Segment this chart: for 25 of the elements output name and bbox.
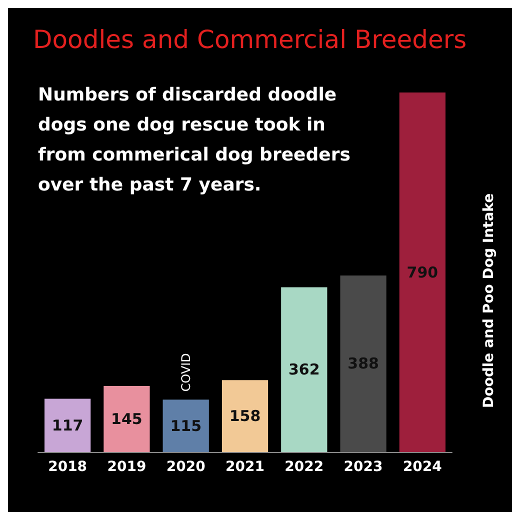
annotation: COVID	[178, 353, 193, 392]
y-axis-title: Doodle and Poo Dog Intake	[481, 193, 497, 408]
data-label: 362	[288, 360, 320, 379]
bar	[281, 287, 328, 452]
x-tick-label: 2023	[344, 459, 383, 475]
data-label: 388	[348, 354, 379, 373]
data-label: 117	[52, 416, 84, 434]
chart-title: Doodles and Commercial Breeders	[33, 25, 467, 54]
data-label: 790	[406, 263, 438, 282]
x-tick-label: 2021	[226, 459, 264, 475]
x-tick-label: 2020	[166, 459, 206, 475]
x-tick-label: 2022	[284, 459, 324, 475]
data-label: 115	[170, 416, 202, 435]
x-tick-label: 2019	[107, 459, 146, 475]
bar	[162, 400, 209, 452]
text: Numbers of discarded doodle dogs one dog rescue took in from commerical dog breeders over the past 7 years.	[38, 84, 357, 196]
data-label: 158	[229, 407, 261, 426]
bar	[399, 92, 446, 452]
x-tick-label: 2018	[48, 459, 88, 475]
bar	[44, 398, 91, 452]
data-label: 145	[111, 410, 142, 428]
x-tick-label: 2024	[402, 459, 442, 475]
bar	[222, 380, 268, 452]
bar	[340, 275, 386, 452]
bar	[104, 386, 150, 452]
